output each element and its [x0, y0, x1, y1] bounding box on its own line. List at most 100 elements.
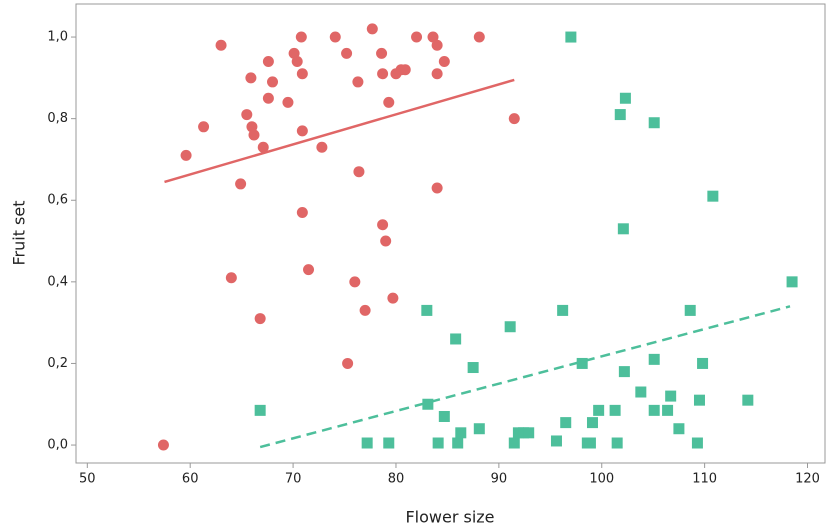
point: [254, 404, 266, 416]
x-tick-label: 70: [285, 472, 302, 487]
point: [617, 223, 629, 235]
y-tick-label: 0,4: [47, 274, 68, 289]
point: [329, 31, 341, 43]
point: [648, 404, 660, 416]
point: [291, 56, 303, 68]
point: [742, 394, 754, 406]
point: [693, 394, 705, 406]
point: [467, 362, 479, 374]
point: [438, 56, 450, 68]
point: [353, 166, 365, 178]
point: [380, 235, 392, 247]
point: [684, 304, 696, 316]
point: [662, 404, 674, 416]
point: [366, 23, 378, 35]
plot-frame: [75, 3, 826, 464]
point: [296, 68, 308, 80]
point: [473, 31, 485, 43]
point: [316, 141, 328, 153]
point: [523, 427, 535, 439]
point: [377, 68, 389, 80]
point: [586, 417, 598, 429]
x-tick-label: 100: [589, 472, 614, 487]
x-tick-label: 60: [182, 472, 199, 487]
point: [262, 92, 274, 104]
point: [614, 109, 626, 121]
point: [707, 190, 719, 202]
point: [361, 437, 373, 449]
point: [295, 31, 307, 43]
point: [376, 47, 388, 59]
trend-line: [164, 78, 515, 184]
y-tick-label: 0,2: [47, 356, 68, 371]
point: [431, 182, 443, 194]
point: [241, 109, 253, 121]
point: [383, 437, 395, 449]
y-axis-label: Fruit set: [10, 200, 29, 265]
point: [341, 47, 353, 59]
point: [342, 357, 354, 369]
point: [584, 437, 596, 449]
point: [648, 117, 660, 129]
x-axis-label: Flower size: [405, 508, 494, 527]
point: [254, 313, 266, 325]
point: [635, 386, 647, 398]
y-tick-label: 0,8: [47, 111, 68, 126]
point: [504, 321, 516, 333]
point: [560, 417, 572, 429]
x-tick-label: 120: [795, 472, 820, 487]
point: [565, 31, 577, 43]
point: [267, 76, 279, 88]
point: [618, 366, 630, 378]
point: [550, 435, 562, 447]
point: [282, 96, 294, 108]
point: [619, 92, 631, 104]
trend-line: [259, 305, 791, 449]
point: [377, 219, 389, 231]
point: [576, 357, 588, 369]
point: [673, 423, 685, 435]
point: [296, 206, 308, 218]
point: [431, 39, 443, 51]
point: [432, 437, 444, 449]
point: [387, 292, 399, 304]
point: [611, 437, 623, 449]
point: [508, 113, 520, 125]
point: [399, 64, 411, 76]
point: [235, 178, 247, 190]
point: [427, 31, 439, 43]
point: [411, 31, 423, 43]
point: [215, 39, 227, 51]
point: [786, 276, 798, 288]
point: [691, 437, 703, 449]
point: [359, 304, 371, 316]
point: [648, 353, 660, 365]
y-tick-label: 0,6: [47, 193, 68, 208]
point: [245, 72, 257, 84]
x-tick-label: 90: [491, 472, 508, 487]
point: [225, 272, 237, 284]
x-tick-label: 110: [692, 472, 717, 487]
point: [450, 333, 462, 345]
point: [508, 437, 520, 449]
point: [557, 304, 569, 316]
point: [352, 76, 364, 88]
point: [296, 125, 308, 137]
point: [593, 404, 605, 416]
point: [452, 437, 464, 449]
y-tick-label: 1,0: [47, 30, 68, 45]
point: [665, 390, 677, 402]
x-tick-label: 80: [388, 472, 405, 487]
x-tick-label: 50: [79, 472, 96, 487]
y-tick-label: 0,0: [47, 438, 68, 453]
point: [257, 141, 269, 153]
point: [157, 439, 169, 451]
point: [248, 129, 260, 141]
point: [431, 68, 443, 80]
point: [383, 96, 395, 108]
point: [303, 264, 315, 276]
point: [422, 398, 434, 410]
point: [697, 357, 709, 369]
point: [455, 427, 467, 439]
